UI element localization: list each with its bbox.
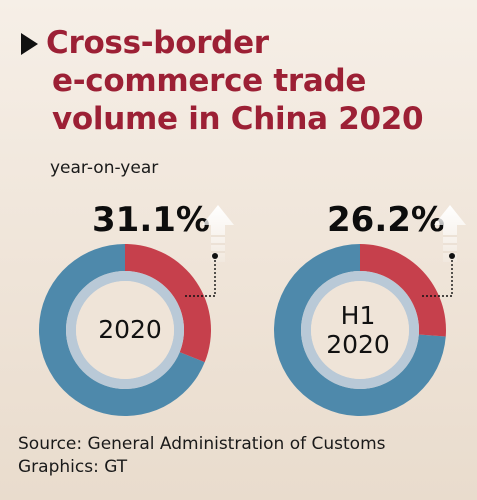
title-line-3: volume in China 2020 bbox=[52, 101, 424, 137]
donut-center-label-h1-2020: H1 2020 bbox=[298, 301, 418, 359]
donut-rest-slice bbox=[274, 244, 446, 416]
leader-line bbox=[420, 253, 455, 297]
center-label-line: 2020 bbox=[326, 330, 390, 359]
donut-chart-h1-2020 bbox=[274, 244, 446, 416]
donut-hole bbox=[76, 281, 174, 379]
donut-growth-slice bbox=[125, 244, 211, 363]
donut-rest-slice bbox=[38, 244, 205, 417]
title-line-1: Cross-border bbox=[46, 25, 269, 61]
title-line-2: e-commerce trade bbox=[52, 63, 367, 99]
donut-growth-slice bbox=[360, 244, 446, 337]
subtitle: year-on-year bbox=[50, 158, 159, 178]
center-label-line: H1 bbox=[340, 301, 376, 330]
leader-line bbox=[183, 253, 218, 297]
donut-chart-2020 bbox=[38, 244, 211, 417]
source-text: Source: General Administration of Custom… bbox=[18, 434, 386, 454]
up-arrow-icon bbox=[202, 205, 234, 262]
percent-label-2020: 31.1% bbox=[92, 200, 210, 240]
up-arrow-icon bbox=[434, 205, 466, 262]
title-triangle-icon bbox=[21, 33, 38, 55]
donut-inner-ring bbox=[301, 271, 419, 389]
donut-hole bbox=[311, 281, 409, 379]
percent-label-h1-2020: 26.2% bbox=[327, 200, 445, 240]
donut-center-label-2020: 2020 bbox=[70, 315, 190, 344]
center-label-line: 2020 bbox=[98, 315, 162, 344]
page-title: Cross-border e-commerce trade volume in … bbox=[46, 24, 466, 138]
donut-inner-ring bbox=[66, 271, 184, 389]
footer: Source: General Administration of Custom… bbox=[18, 433, 386, 479]
graphics-credit: Graphics: GT bbox=[18, 457, 128, 477]
